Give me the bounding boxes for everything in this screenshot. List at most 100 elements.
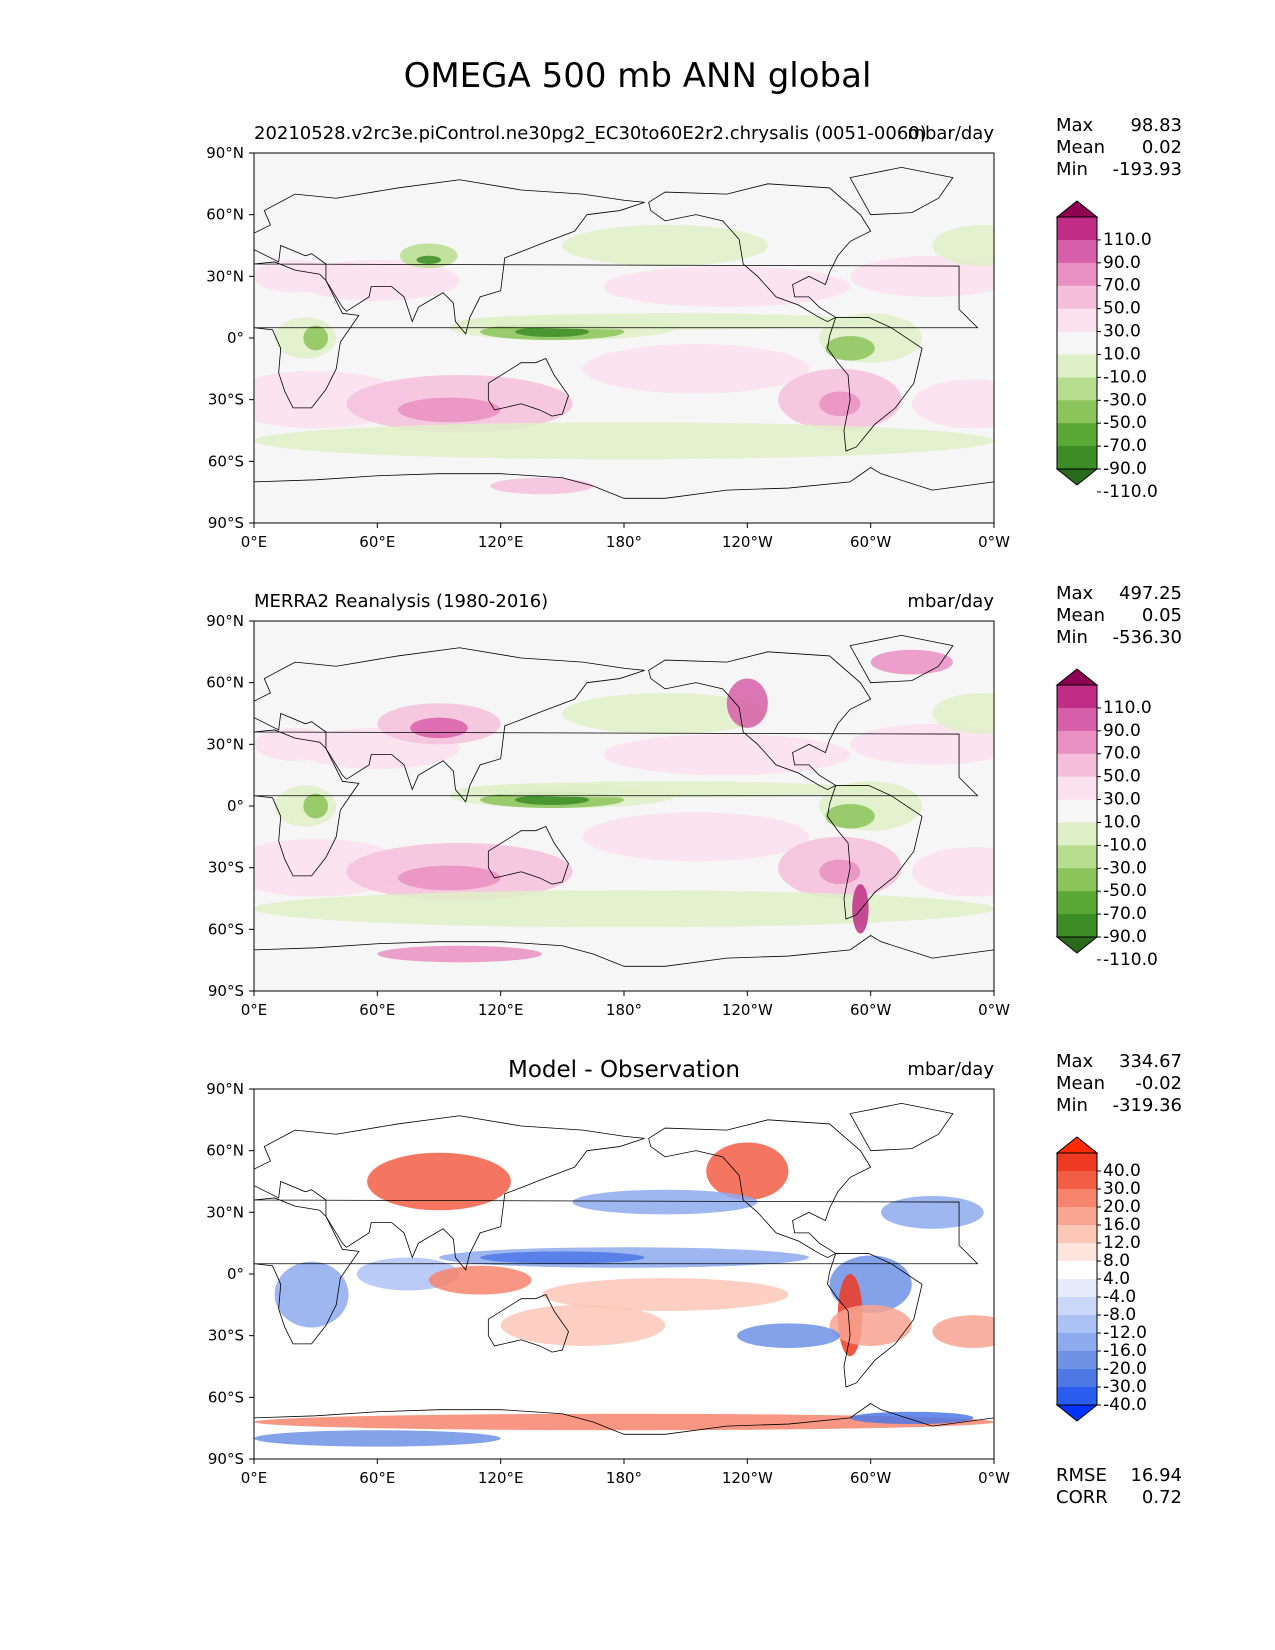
lat-tick-label: 90°S xyxy=(208,1450,244,1468)
lon-tick-label: 0°E xyxy=(241,1001,268,1019)
colorbar-band xyxy=(1057,845,1097,869)
lat-tick-label: 0° xyxy=(227,797,244,815)
colorbar-band xyxy=(1057,1279,1097,1298)
coastline-south-america xyxy=(827,785,923,920)
lon-tick-label: 180° xyxy=(606,1001,642,1019)
panel-left-title: MERRA2 Reanalysis (1980-2016) xyxy=(254,591,548,612)
colorbar-label: 30.0 xyxy=(1103,322,1141,342)
colorbar-band xyxy=(1057,891,1097,915)
lat-tick-label: 0° xyxy=(227,1265,244,1283)
colorbar-band xyxy=(1057,753,1097,778)
colorbar-diff: 40.030.020.016.012.08.04.0-4.0-8.0-12.0-… xyxy=(1055,1136,1147,1422)
stat-label: Max xyxy=(1056,583,1094,604)
lat-tick-label: 90°S xyxy=(208,514,244,532)
coastline-australia xyxy=(487,358,569,417)
panel-units: mbar/day xyxy=(907,591,994,612)
colorbar-label: 30.0 xyxy=(1103,790,1141,810)
stat-label: Mean xyxy=(1056,605,1105,626)
coastline-greenland xyxy=(849,634,954,684)
colorbar-label: 70.0 xyxy=(1103,744,1141,764)
stat-value: -0.02 xyxy=(1135,1073,1182,1094)
colorbar-label: -110.0 xyxy=(1103,950,1158,970)
map-panel-diff: 90°N 60°N 30°N 0° 30°S 60°S 90°S0°E 60°E 120°E 18… xyxy=(206,1051,1182,1508)
lon-tick-label: 180° xyxy=(606,533,642,551)
coastline-south-america xyxy=(827,1253,923,1388)
colorbar-band xyxy=(1057,1225,1097,1244)
colorbar-label: -70.0 xyxy=(1103,904,1147,924)
coastline-eurasia xyxy=(254,647,645,803)
coastline-antarctica xyxy=(254,1403,994,1435)
colorbar-label: -10.0 xyxy=(1103,367,1147,387)
lon-tick-label: 60°E xyxy=(359,1469,395,1487)
colorbar-band xyxy=(1057,1171,1097,1190)
colorbar-extend-top xyxy=(1055,668,1099,686)
colorbar-band xyxy=(1057,1369,1097,1388)
colorbar-label: -4.0 xyxy=(1103,1287,1136,1307)
colorbar-label: -70.0 xyxy=(1103,436,1147,456)
colorbar-band xyxy=(1057,1297,1097,1316)
lat-tick-label: 30°N xyxy=(206,1203,244,1221)
lon-tick-label: 0°E xyxy=(241,533,268,551)
lon-tick-label: 0°W xyxy=(978,1001,1010,1019)
stat-label: RMSE xyxy=(1056,1465,1107,1486)
stat-value: 0.02 xyxy=(1142,137,1182,158)
colorbar-label: 10.0 xyxy=(1103,344,1141,364)
coastline-africa xyxy=(254,1197,979,1345)
lon-tick-label: 60°E xyxy=(359,1001,395,1019)
colorbar-band xyxy=(1057,1315,1097,1334)
colorbar-obs: 110.0 90.0 70.0 50.0 30.010.0 -10.0 -30.0 -50.0… xyxy=(1055,668,1158,970)
map-field-model xyxy=(254,153,994,523)
lat-tick-label: 60°S xyxy=(208,920,244,938)
lon-tick-label: 0°E xyxy=(241,1469,268,1487)
colorbar-band xyxy=(1057,1189,1097,1208)
colorbar-band xyxy=(1057,239,1097,264)
colorbar-band xyxy=(1057,217,1097,241)
colorbar-band xyxy=(1057,776,1097,801)
stat-value: 497.25 xyxy=(1119,583,1182,604)
colorbar-label: -110.0 xyxy=(1103,482,1158,502)
stat-label: CORR xyxy=(1056,1487,1108,1508)
colorbar-model: 110.0 90.0 70.0 50.0 30.010.0 -10.0 -30.0 -50.0… xyxy=(1055,200,1158,502)
colorbar-label: 40.0 xyxy=(1103,1161,1141,1181)
lon-tick-label: 0°W xyxy=(978,1469,1010,1487)
coastline-north-america xyxy=(648,1119,872,1259)
panel-left-title: 20210528.v2rc3e.piControl.ne30pg2_EC30to… xyxy=(254,123,927,144)
colorbar-label: -40.0 xyxy=(1103,1395,1147,1415)
coastline-north-america xyxy=(648,183,872,323)
colorbar-label: 90.0 xyxy=(1103,721,1141,741)
panel-center-title: Model - Observation xyxy=(508,1057,740,1083)
stat-value: 98.83 xyxy=(1130,115,1182,136)
stat-label: Min xyxy=(1056,627,1088,648)
colorbar-label: 70.0 xyxy=(1103,276,1141,296)
colorbar-extend-top xyxy=(1055,200,1099,218)
colorbar-band xyxy=(1057,1207,1097,1226)
colorbar-label: -10.0 xyxy=(1103,835,1147,855)
stat-value: -193.93 xyxy=(1113,159,1182,180)
stat-value: 0.72 xyxy=(1142,1487,1182,1508)
colorbar-label: -90.0 xyxy=(1103,459,1147,479)
lat-tick-label: 60°N xyxy=(206,206,244,224)
map-field-obs xyxy=(254,621,994,991)
colorbar-band xyxy=(1057,822,1097,846)
lon-tick-label: 180° xyxy=(606,1469,642,1487)
stat-label: Max xyxy=(1056,115,1094,136)
colorbar-label: -30.0 xyxy=(1103,858,1147,878)
colorbar-band xyxy=(1057,1333,1097,1352)
colorbar-label: 90.0 xyxy=(1103,253,1141,273)
colorbar-label: 4.0 xyxy=(1103,1269,1130,1289)
lat-tick-label: 90°N xyxy=(206,144,244,162)
colorbar-band xyxy=(1057,730,1097,755)
coastline-antarctica xyxy=(254,935,994,967)
lat-tick-label: 60°N xyxy=(206,1142,244,1160)
colorbar-band xyxy=(1057,1387,1097,1406)
lon-tick-label: 120°E xyxy=(478,1001,524,1019)
stat-label: Max xyxy=(1056,1051,1094,1072)
lon-tick-label: 0°W xyxy=(978,533,1010,551)
lon-tick-label: 120°E xyxy=(478,1469,524,1487)
colorbar-band xyxy=(1057,400,1097,424)
colorbar-band xyxy=(1057,1243,1097,1262)
lat-tick-label: 30°S xyxy=(208,859,244,877)
colorbar-frame xyxy=(1056,216,1098,470)
lon-tick-label: 120°W xyxy=(722,1469,773,1487)
lon-tick-label: 60°E xyxy=(359,533,395,551)
